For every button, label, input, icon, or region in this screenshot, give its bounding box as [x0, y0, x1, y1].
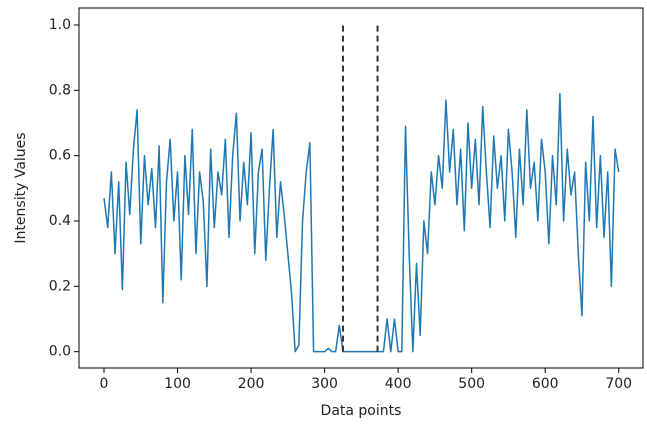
x-tick-label: 200	[238, 376, 265, 392]
y-tick-label: 0.8	[49, 82, 71, 98]
x-tick-label: 400	[385, 376, 412, 392]
y-tick-label: 0.0	[49, 344, 71, 360]
y-tick-label: 0.2	[49, 278, 71, 294]
x-tick-label: 500	[458, 376, 485, 392]
x-tick-label: 0	[100, 376, 109, 392]
y-tick-label: 1.0	[49, 17, 71, 33]
x-tick-label: 300	[311, 376, 338, 392]
x-tick-label: 700	[605, 376, 632, 392]
y-tick-label: 0.6	[49, 148, 71, 164]
y-tick-label: 0.4	[49, 213, 71, 229]
data-line	[103, 92, 620, 353]
plot-frame	[78, 7, 644, 369]
x-axis-label: Data points	[321, 403, 402, 419]
x-tick-label: 100	[164, 376, 191, 392]
x-tick-label: 600	[532, 376, 559, 392]
y-axis-label: Intensity Values	[13, 132, 29, 243]
